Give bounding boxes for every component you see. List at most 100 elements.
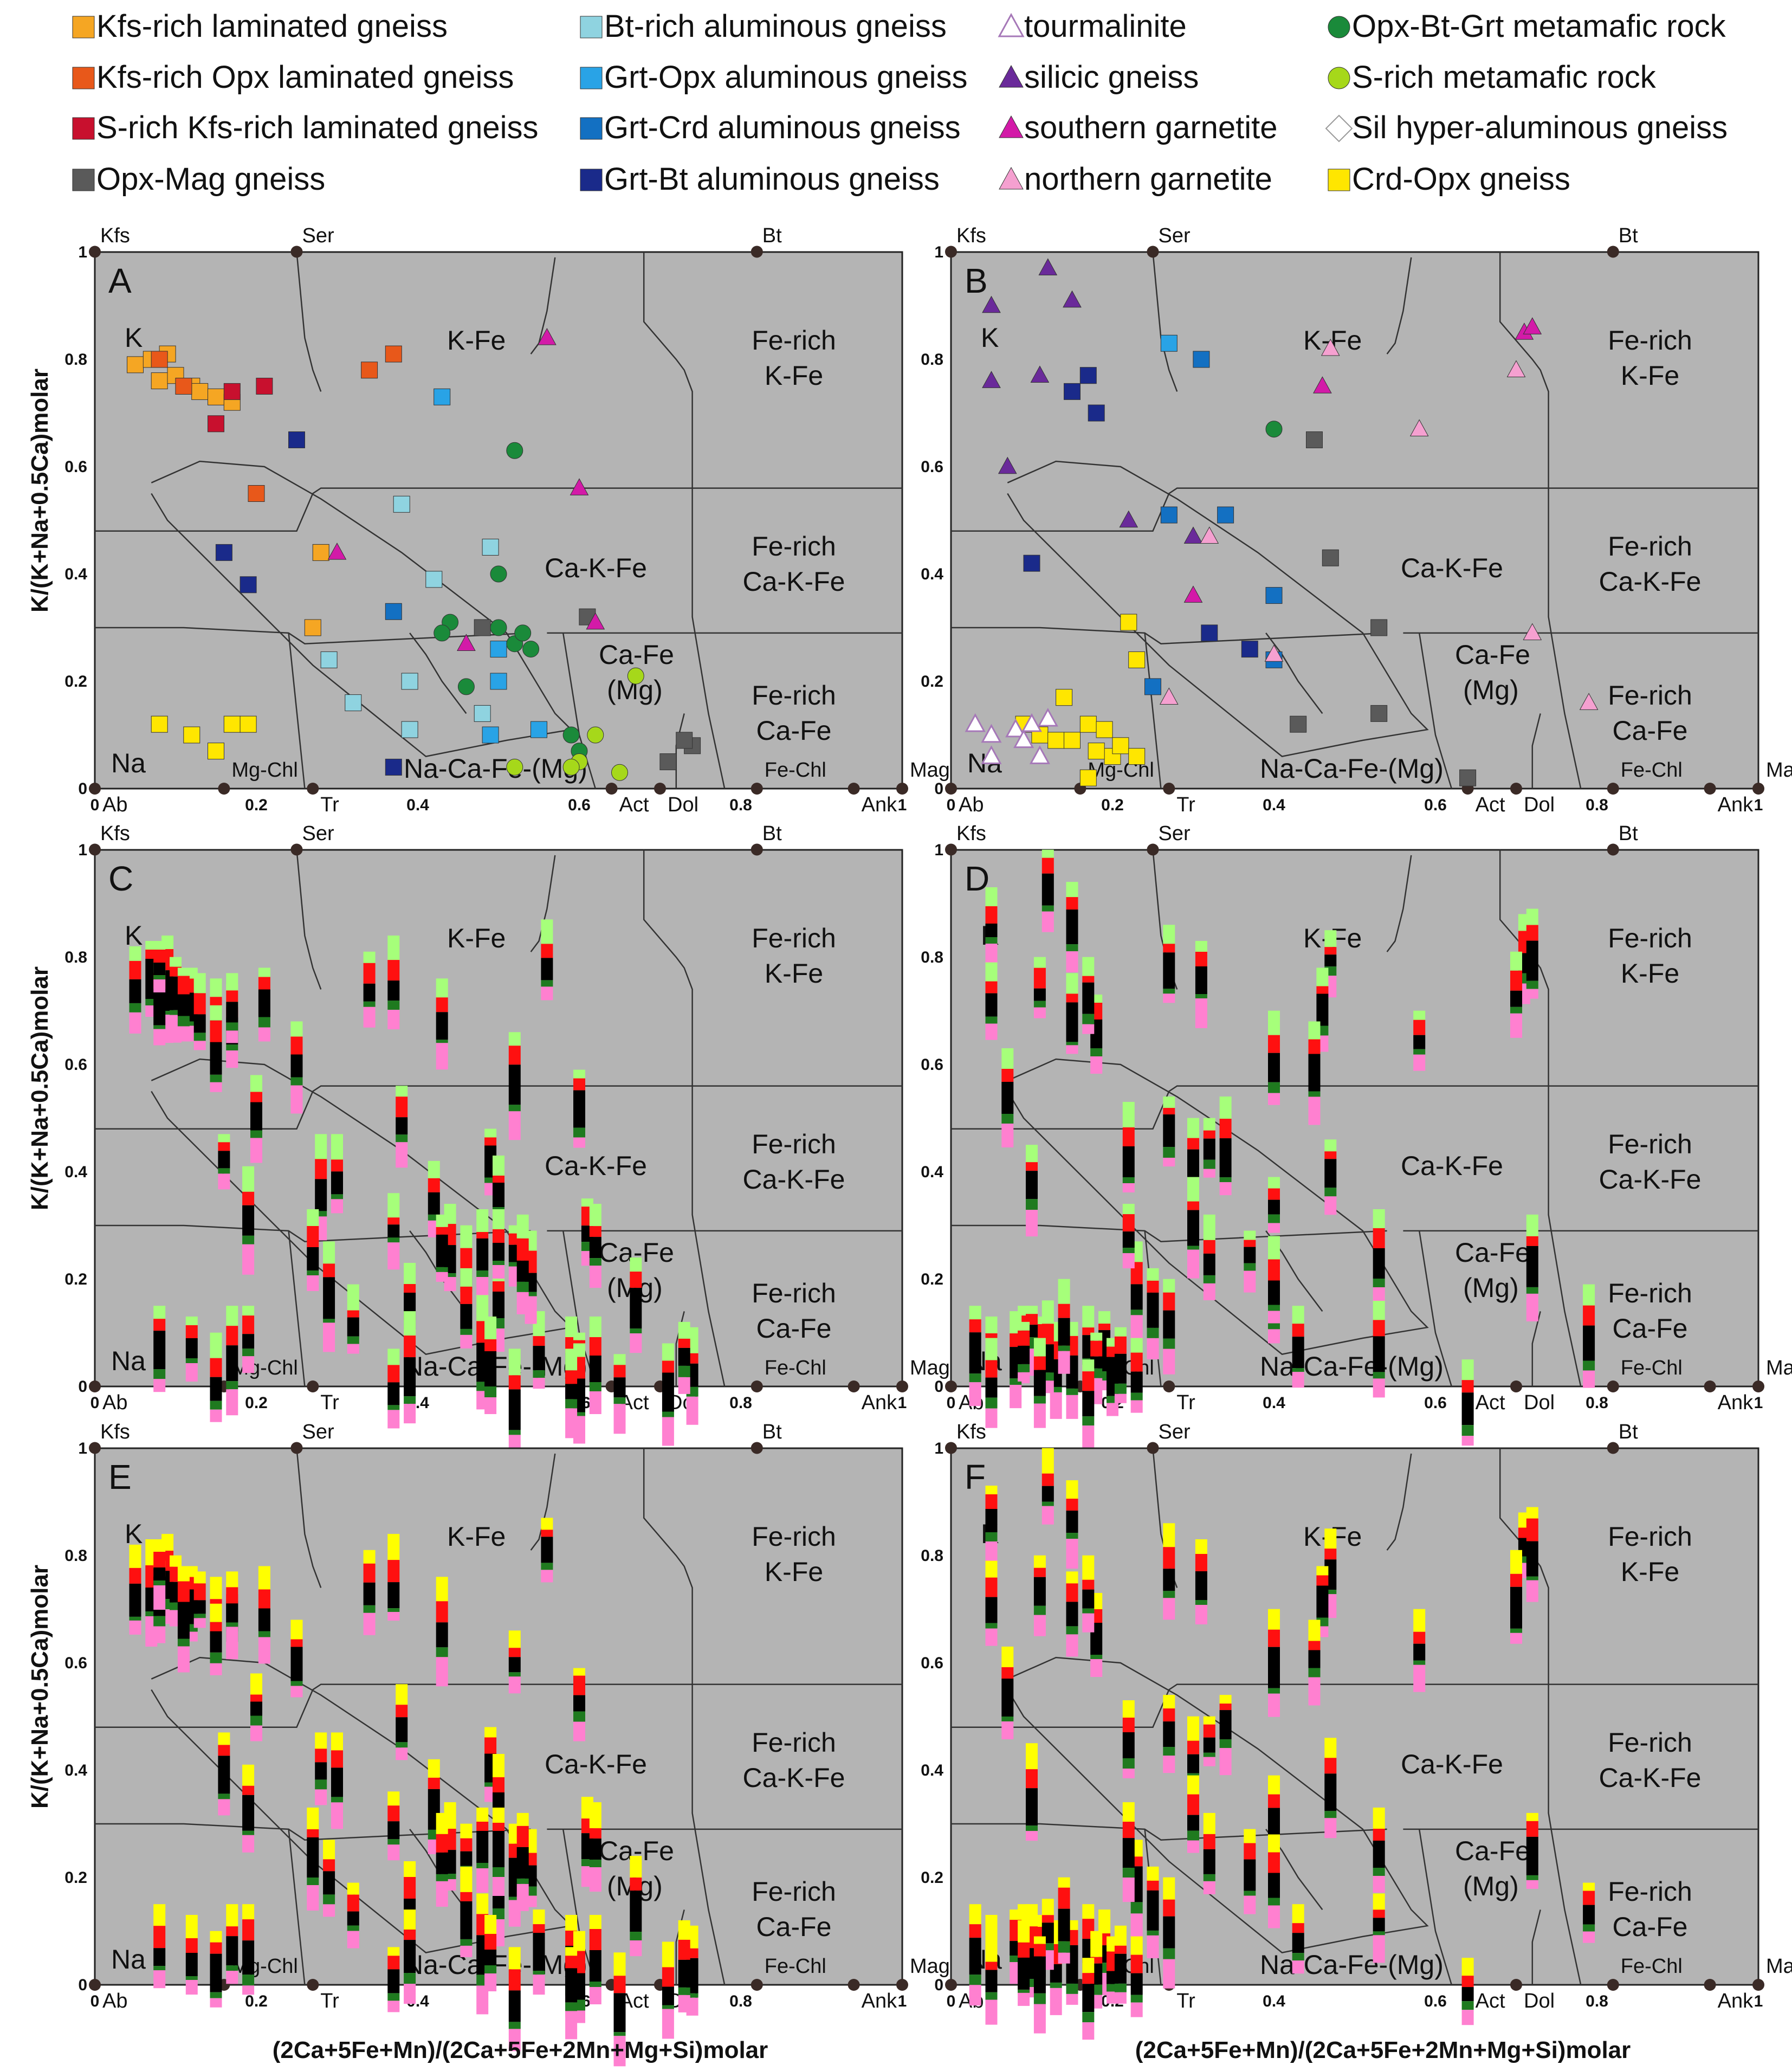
y-tick-label: 0.6 bbox=[921, 458, 943, 476]
bar-segment-pink bbox=[396, 1142, 408, 1168]
data-point bbox=[490, 641, 507, 658]
bar-segment-green bbox=[678, 1365, 690, 1377]
bar-segment-red bbox=[508, 1969, 521, 1991]
field-label: Ca-Fe bbox=[1455, 1836, 1530, 1866]
bar-segment-black bbox=[1373, 1336, 1385, 1372]
bar-segment-green bbox=[1163, 989, 1175, 994]
mineral-node-label: Bt bbox=[762, 1421, 782, 1443]
bar-segment-pink bbox=[1122, 1183, 1135, 1192]
data-point bbox=[1579, 693, 1599, 710]
legend-item: S-rich metamafic rock bbox=[1328, 60, 1657, 95]
bar-segment-green bbox=[1373, 1279, 1385, 1287]
data-point bbox=[393, 495, 410, 513]
bar-segment-red bbox=[242, 1785, 255, 1795]
stacked-bar bbox=[1147, 1866, 1159, 1958]
bar-segment-red bbox=[1373, 1320, 1385, 1337]
bar-segment-pink bbox=[177, 1026, 190, 1042]
panel-label: E bbox=[108, 1457, 132, 1496]
bar-segment-yellow bbox=[1187, 1716, 1199, 1741]
bar-segment-yellow bbox=[1583, 1882, 1595, 1891]
stacked-bar bbox=[1373, 1808, 1385, 1893]
bar-segment-black bbox=[508, 1657, 521, 1673]
stacked-bar bbox=[436, 1812, 448, 1907]
bar-segment-green bbox=[226, 1044, 238, 1051]
mineral-node bbox=[848, 1979, 860, 1991]
bar-segment-pink bbox=[573, 1721, 585, 1741]
bar-segment-green bbox=[1058, 1345, 1070, 1351]
bar-segment-green bbox=[1050, 1982, 1062, 1988]
bar-segment-red bbox=[185, 1325, 198, 1338]
bar-segment-pink bbox=[258, 1027, 270, 1042]
bar-segment-lightgreen bbox=[484, 1317, 497, 1339]
bar-segment-black bbox=[613, 1377, 626, 1398]
bar-segment-lightgreen bbox=[258, 967, 270, 977]
stacked-bar bbox=[1510, 1550, 1522, 1644]
y-tick-label: 0 bbox=[78, 1378, 87, 1396]
bar-segment-pink bbox=[153, 1379, 166, 1392]
bar-segment-red bbox=[242, 1919, 255, 1941]
legend-label: silicic gneiss bbox=[1024, 60, 1199, 95]
bar-segment-pink bbox=[436, 1043, 448, 1070]
bar-segment-green bbox=[250, 1130, 262, 1138]
bar-segment-green bbox=[1122, 1177, 1135, 1183]
legend-label: Grt-Opx aluminous gneiss bbox=[604, 60, 967, 95]
field-boundary bbox=[643, 850, 726, 1387]
stacked-bar bbox=[1163, 1096, 1175, 1167]
bar-segment-red bbox=[1526, 1821, 1538, 1837]
bar-segment-black bbox=[193, 1014, 206, 1033]
stacked-bar bbox=[1066, 882, 1078, 973]
bar-segment-lightgreen bbox=[1098, 1311, 1111, 1324]
bar-segment-red bbox=[1163, 1708, 1175, 1722]
field-label: Fe-rich bbox=[752, 1278, 836, 1308]
bar-segment-red bbox=[177, 1581, 190, 1602]
bar-segment-yellow bbox=[541, 1518, 553, 1530]
bar-segment-red bbox=[242, 1315, 255, 1334]
bar-segment-pink bbox=[1268, 1093, 1280, 1105]
stacked-bar bbox=[476, 1808, 489, 1893]
bar-segment-red bbox=[210, 1942, 222, 1954]
stacked-bar bbox=[387, 1791, 400, 1861]
stacked-bar bbox=[1041, 1448, 1054, 1525]
bar-segment-black bbox=[484, 1351, 497, 1386]
mineral-node-label: Kfs bbox=[100, 224, 130, 247]
bar-segment-red bbox=[613, 1976, 626, 1993]
bar-segment-pink bbox=[1203, 1881, 1215, 1894]
bar-segment-green bbox=[129, 1003, 141, 1012]
bar-segment-black bbox=[541, 958, 553, 980]
bar-segment-red bbox=[193, 993, 206, 1015]
mineral-node-label: Ser bbox=[302, 1421, 334, 1443]
stacked-bar bbox=[662, 1343, 674, 1446]
mineral-node-label: Bt bbox=[1619, 1421, 1638, 1443]
data-point bbox=[1160, 334, 1178, 352]
bar-segment-black bbox=[396, 1717, 408, 1743]
legend-item: S-rich Kfs-rich laminated gneiss bbox=[72, 110, 539, 145]
stacked-bar bbox=[460, 1268, 473, 1349]
bar-segment-pink bbox=[1066, 1395, 1078, 1419]
bar-segment-black bbox=[307, 1247, 319, 1270]
y-tick-label: 0.6 bbox=[64, 1654, 87, 1672]
bar-segment-pink bbox=[387, 1612, 400, 1621]
bar-segment-green bbox=[387, 1237, 400, 1243]
bar-segment-lightgreen bbox=[589, 1204, 601, 1227]
field-label: K-Fe bbox=[765, 1557, 823, 1587]
bar-segment-green bbox=[1583, 1360, 1595, 1371]
stacked-bar bbox=[226, 1571, 238, 1656]
legend-label: Crd-Opx gneiss bbox=[1352, 162, 1570, 197]
stacked-bar bbox=[508, 1349, 521, 1464]
bar-segment-black bbox=[493, 1183, 504, 1207]
stacked-bar bbox=[1163, 1279, 1175, 1375]
data-point bbox=[490, 619, 507, 636]
mineral-node bbox=[945, 1979, 957, 1991]
bar-segment-green bbox=[218, 1168, 230, 1174]
data-point bbox=[327, 543, 347, 560]
bar-segment-green bbox=[153, 1966, 166, 1971]
bar-segment-green bbox=[460, 1328, 473, 1335]
stacked-bar bbox=[985, 1560, 998, 1646]
bar-segment-red bbox=[1461, 1380, 1474, 1393]
bar-segment-green bbox=[1001, 1114, 1014, 1124]
stacked-bar bbox=[589, 1204, 601, 1288]
bar-segment-black bbox=[258, 1608, 270, 1631]
data-point bbox=[1120, 614, 1137, 631]
bar-segment-lightgreen bbox=[1195, 941, 1207, 952]
data-point bbox=[1217, 506, 1234, 524]
